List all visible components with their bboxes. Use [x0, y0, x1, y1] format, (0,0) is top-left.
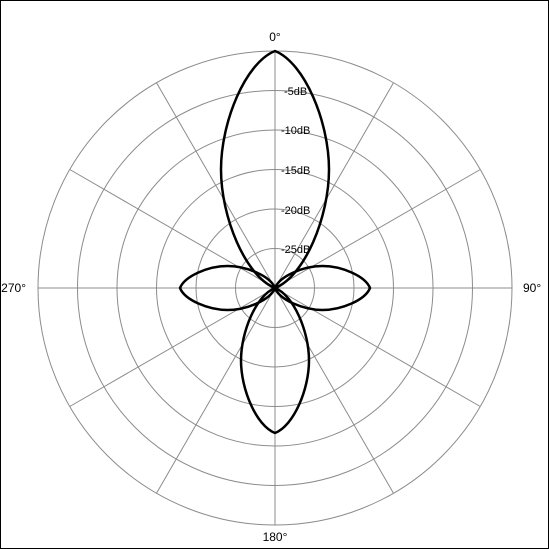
polar-chart-svg: 0° 90° 180° 270° -5dB -10dB -15dB -20dB -25dB: [1, 1, 548, 548]
angle-label: 90°: [523, 281, 541, 295]
db-label: -20dB: [281, 205, 310, 217]
angle-label: 0°: [269, 30, 281, 44]
db-label: -10dB: [281, 125, 310, 137]
angle-label: 180°: [263, 530, 288, 544]
db-label: -25dB: [281, 244, 310, 256]
angle-label: 270°: [1, 281, 26, 295]
polar-chart: 0° 90° 180° 270° -5dB -10dB -15dB -20dB -25dB: [0, 0, 549, 549]
db-label: -5dB: [284, 86, 307, 98]
db-label: -15dB: [281, 165, 310, 177]
